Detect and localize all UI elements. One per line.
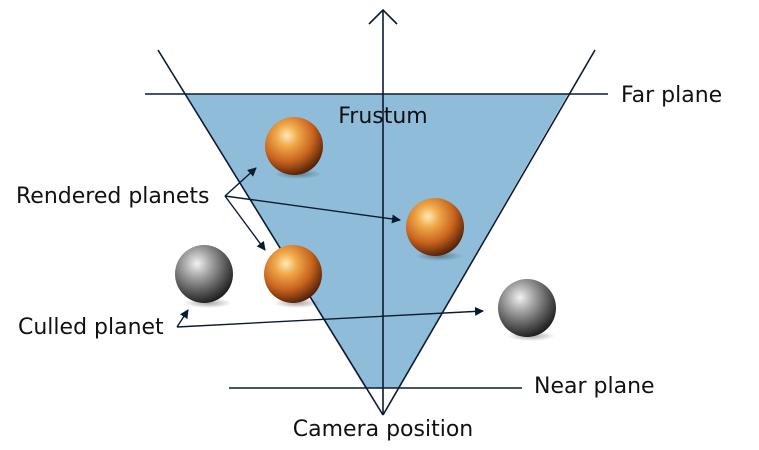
camera-position-label: Camera position [293,417,473,442]
culled-planet-label: Culled planet [18,315,164,340]
frustum-region [186,94,568,388]
frustum-left-edge [157,49,384,416]
rendered-planets-label: Rendered planets [16,184,209,209]
frustum-label: Frustum [338,104,428,129]
rendered-arrow-bottom [224,195,266,251]
planet-culled-right [498,279,556,337]
planet-rendered-right [406,198,464,256]
near-plane-label: Near plane [534,374,655,399]
culled-arrow-right [176,306,484,328]
planet-rendered-top [265,117,323,175]
rendered-arrow-top [224,167,257,197]
planet-culled-left [175,245,233,303]
view-axis-arrowhead [368,8,398,25]
planet-rendered-bottom [264,245,322,303]
rendered-arrow-right [224,195,401,224]
culled-arrow-left [176,309,189,328]
frustum-right-edge [382,49,596,416]
far-plane-label: Far plane [621,83,722,108]
